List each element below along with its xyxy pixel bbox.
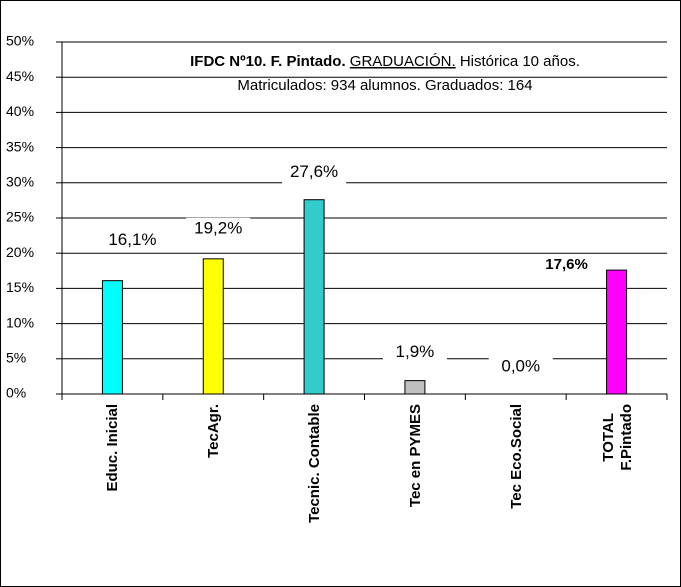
value-label-bg [186, 217, 251, 240]
y-tick-label: 25% [6, 209, 34, 225]
bar [606, 269, 628, 395]
value-label: 16,1% [108, 230, 156, 249]
value-label-bg [534, 254, 599, 277]
title-bold: IFDC Nº10. F. Pintado. [190, 53, 346, 70]
value-label-bg [382, 341, 447, 364]
bar [303, 199, 325, 395]
x-tick-label: Tec Eco.Social [507, 404, 525, 509]
x-tick-label: TOTAL F.Pintado [599, 404, 635, 471]
x-tick-label: Educ. Inicial [104, 404, 122, 492]
value-label: 1,9% [396, 342, 435, 361]
title-underlined: GRADUACIÓN. [350, 53, 456, 70]
y-tick-label: 0% [6, 385, 26, 401]
y-tick-label: 10% [6, 314, 34, 330]
y-tick-label: 40% [6, 103, 34, 119]
value-label: 27,6% [290, 162, 338, 181]
value-label: 17,6% [545, 256, 588, 273]
value-label-bg [100, 229, 165, 252]
bar [202, 258, 224, 395]
value-label: 0,0% [501, 356, 540, 375]
value-label-bg [282, 161, 347, 184]
y-tick-label: 35% [6, 138, 34, 154]
x-tick-label: Tecnic. Contable [306, 404, 324, 523]
chart-title: IFDC Nº10. F. Pintado. GRADUACIÓN. Histó… [190, 53, 580, 70]
y-tick-label: 15% [6, 279, 34, 295]
y-tick-label: 50% [6, 33, 34, 49]
x-tick-label: TecAgr. [205, 404, 223, 458]
y-tick-label: 30% [6, 174, 34, 190]
x-tick-label: Tec en PYMES [406, 404, 424, 508]
value-label-bg [488, 356, 553, 378]
chart-subtitle: Matriculados: 934 alumnos. Graduados: 16… [237, 77, 532, 94]
y-tick-label: 20% [6, 244, 34, 260]
bar [404, 380, 426, 395]
y-tick-label: 5% [6, 350, 26, 366]
value-label: 19,2% [194, 218, 242, 237]
bar [101, 280, 123, 395]
title-rest: Histórica 10 años. [460, 53, 580, 70]
y-tick-label: 45% [6, 68, 34, 84]
